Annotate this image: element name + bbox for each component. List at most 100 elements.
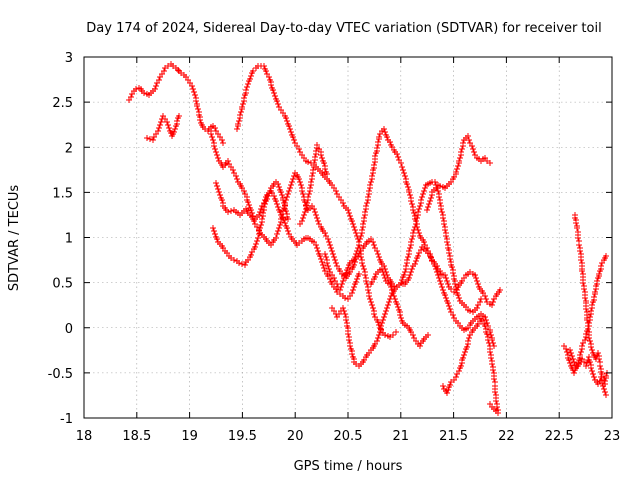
data-point-track-6: [275, 228, 281, 234]
data-point-track-4: [270, 87, 276, 93]
data-point-track-8: [398, 160, 404, 166]
data-point-track-2: [144, 135, 150, 141]
data-point-track-14: [596, 356, 602, 362]
data-point-track-3: [217, 192, 223, 198]
data-point-track-6: [249, 210, 255, 216]
data-point-track-8: [364, 200, 370, 206]
data-point-track-6: [291, 173, 297, 179]
data-point-track-5: [278, 189, 284, 195]
data-point-track-7: [304, 200, 310, 206]
data-point-track-3: [342, 295, 348, 301]
data-point-track-1: [156, 77, 162, 83]
y-tick-label: 2: [65, 141, 73, 156]
data-point-track-13: [566, 357, 572, 363]
data-point-track-14: [589, 347, 595, 353]
data-point-track-6: [313, 212, 319, 218]
data-point-track-4: [286, 123, 292, 129]
data-point-track-6: [408, 269, 414, 275]
data-point-track-3: [282, 220, 288, 226]
data-point-track-9: [474, 305, 480, 311]
data-point-track-4: [250, 68, 256, 74]
data-point-track-8: [365, 194, 371, 200]
data-point-track-13: [592, 289, 598, 295]
data-point-track-9: [379, 320, 385, 326]
data-point-track-6: [322, 230, 328, 236]
data-point-track-15: [568, 350, 574, 356]
data-point-track-3: [353, 279, 359, 285]
data-point-track-4: [238, 109, 244, 115]
data-point-track-4: [288, 129, 294, 135]
data-point-track-6: [415, 253, 421, 259]
data-point-track-8: [345, 265, 351, 271]
data-point-track-8: [395, 154, 401, 160]
axis-ticks: 18 18.5 19 19.5 20 20.5 21 21.5 22 22.5 23-1-0.500…: [48, 51, 621, 444]
data-point-track-9: [383, 308, 389, 314]
data-point-track-8: [381, 126, 387, 132]
data-point-track-4: [347, 213, 353, 219]
data-point-track-13: [603, 253, 609, 259]
data-point-track-5: [211, 228, 217, 234]
data-point-track-8: [473, 275, 479, 281]
data-point-track-7: [324, 171, 330, 177]
data-point-track-9: [467, 308, 473, 314]
data-point-track-4: [240, 101, 246, 107]
data-point-track-8: [375, 139, 381, 145]
data-point-track-4: [349, 218, 355, 224]
data-point-track-9: [449, 264, 455, 270]
data-point-track-5: [265, 193, 271, 199]
data-point-track-9: [375, 335, 381, 341]
data-point-track-1: [153, 83, 159, 89]
data-point-track-4: [266, 74, 272, 80]
data-point-track-3: [319, 259, 325, 265]
data-point-track-8: [331, 275, 337, 281]
data-point-track-9: [443, 233, 449, 239]
data-point-track-6: [225, 158, 231, 164]
data-point-track-7: [309, 173, 315, 179]
data-point-track-3: [285, 228, 291, 234]
data-point-track-8: [424, 245, 430, 251]
data-point-track-11: [482, 323, 488, 329]
data-point-track-9: [438, 206, 444, 212]
data-point-track-3: [321, 265, 327, 271]
data-point-track-4: [366, 293, 372, 299]
data-point-track-8: [407, 192, 413, 198]
data-point-track-9: [342, 311, 348, 317]
data-point-track-14: [575, 235, 581, 241]
data-point-track-15: [599, 380, 605, 386]
data-point-track-9: [405, 254, 411, 260]
x-tick-label: 23: [604, 429, 621, 444]
data-point-track-4: [283, 115, 289, 121]
data-point-track-1: [219, 137, 225, 143]
data-point-track-11: [488, 355, 494, 361]
data-point-track-6: [282, 200, 288, 206]
data-point-track-8: [366, 188, 372, 194]
data-point-track-9: [378, 323, 384, 329]
data-point-track-6: [370, 239, 376, 245]
data-point-track-1: [152, 86, 158, 92]
data-point-track-11: [440, 383, 446, 389]
data-point-track-7: [310, 167, 316, 173]
data-point-track-3: [354, 276, 360, 282]
data-point-track-8: [399, 164, 405, 170]
data-point-track-7: [321, 160, 327, 166]
data-point-track-6: [406, 275, 412, 281]
data-point-track-6: [331, 254, 337, 260]
data-point-track-6: [241, 188, 247, 194]
data-point-track-14: [574, 225, 580, 231]
data-point-track-11: [484, 331, 490, 337]
data-point-track-6: [329, 248, 335, 254]
data-point-track-9: [452, 281, 458, 287]
data-point-track-9: [439, 209, 445, 215]
data-point-track-4: [371, 311, 377, 317]
data-point-track-5: [255, 235, 261, 241]
data-point-track-12: [470, 146, 476, 152]
data-point-track-3: [213, 180, 219, 186]
data-point-track-12: [465, 133, 471, 139]
data-point-track-11: [445, 387, 451, 393]
data-point-track-15: [600, 383, 606, 389]
data-point-track-13: [596, 271, 602, 277]
data-point-track-4: [243, 87, 249, 93]
data-point-track-8: [374, 145, 380, 151]
data-point-track-9: [386, 299, 392, 305]
